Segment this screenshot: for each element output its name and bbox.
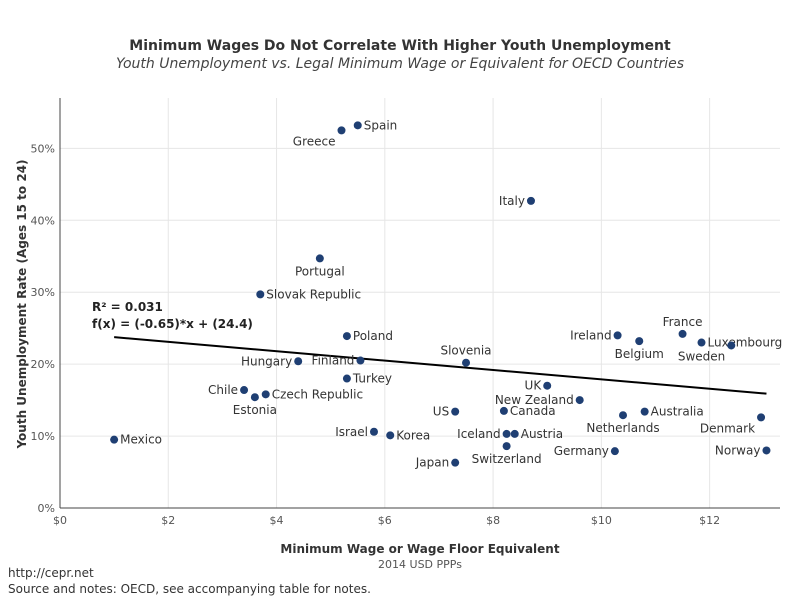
data-point-label: Slovak Republic [266, 287, 361, 301]
data-point-label: Belgium [615, 347, 664, 361]
data-point [499, 406, 508, 415]
x-tick-label: $4 [270, 514, 284, 527]
data-point [635, 337, 644, 346]
data-point-label: Iceland [457, 427, 500, 441]
data-point-label: Estonia [233, 403, 277, 417]
y-axis-title: Youth Unemployment Rate (Ages 15 to 24) [15, 159, 29, 449]
y-tick-label: 20% [31, 358, 55, 371]
regression-equation-annotation: f(x) = (-0.65)*x + (24.4) [92, 317, 253, 331]
data-point [250, 393, 259, 402]
x-axis-subtitle: 2014 USD PPPs [378, 558, 462, 571]
data-point [757, 413, 766, 422]
chart-subtitle: Youth Unemployment vs. Legal Minimum Wag… [116, 56, 684, 72]
data-point [697, 338, 706, 347]
data-point-label: Norway [715, 443, 761, 457]
y-tick-label: 0% [38, 502, 55, 515]
data-point [678, 329, 687, 338]
data-point [261, 390, 270, 399]
data-point-label: Chile [208, 383, 238, 397]
source-notes: Source and notes: OECD, see accompanying… [8, 582, 371, 596]
data-point [451, 458, 460, 467]
data-point-label: New Zealand [495, 393, 574, 407]
data-point [762, 446, 771, 455]
x-axis-title: Minimum Wage or Wage Floor Equivalent [280, 542, 559, 556]
data-point [502, 442, 511, 451]
data-point [342, 332, 351, 341]
y-tick-label: 30% [31, 286, 55, 299]
r-squared-annotation: R² = 0.031 [92, 300, 163, 314]
data-point-label: Netherlands [586, 421, 659, 435]
data-point-label: Israel [335, 425, 368, 439]
data-point [613, 331, 622, 340]
data-point [386, 431, 395, 440]
data-point-label: France [663, 315, 703, 329]
data-point-label: Japan [415, 456, 449, 470]
data-point [256, 290, 265, 299]
x-tick-label: $0 [53, 514, 67, 527]
data-point-label: Czech Republic [272, 387, 363, 401]
data-point-label: Switzerland [472, 452, 542, 466]
data-point [526, 196, 535, 205]
source-url[interactable]: http://cepr.net [8, 566, 94, 580]
data-point-label: Sweden [678, 349, 725, 363]
data-points: Spain Greece Italy Portugal Slovak Republic P… [110, 118, 783, 470]
data-point-label: Poland [353, 329, 393, 343]
data-point [110, 435, 119, 444]
data-point-label: Mexico [120, 433, 162, 447]
data-point-label: Luxembourg [708, 336, 783, 350]
data-point [510, 429, 519, 438]
data-point-label: Italy [499, 194, 525, 208]
data-point-label: Australia [651, 405, 704, 419]
data-point-label: Hungary [241, 354, 292, 368]
data-point-label: Denmark [700, 421, 755, 435]
y-tick-label: 10% [31, 430, 55, 443]
data-point-label: Austria [521, 427, 563, 441]
data-point-label: Slovenia [440, 344, 491, 358]
data-point [502, 429, 511, 438]
data-point-label: Turkey [352, 372, 392, 386]
data-point [240, 386, 249, 395]
data-point [575, 396, 584, 405]
data-point [337, 126, 346, 135]
data-point-label: Finland [312, 354, 355, 368]
data-point [543, 381, 552, 390]
data-point-label: US [433, 405, 449, 419]
data-point-label: Korea [396, 428, 430, 442]
data-point-label: Spain [364, 118, 398, 132]
data-point [353, 121, 362, 130]
data-point [619, 411, 628, 420]
data-point [356, 356, 365, 365]
x-tick-label: $12 [699, 514, 720, 527]
y-tick-label: 50% [31, 142, 55, 155]
data-point [369, 427, 378, 436]
y-tick-label: 40% [31, 214, 55, 227]
x-tick-label: $10 [591, 514, 612, 527]
grid [60, 98, 780, 508]
trendline [114, 336, 767, 395]
data-point [342, 374, 351, 383]
axes: 0% 10% 20% 30% 40% 50% $0 $2 $4 $6 $8 $10 $12 [31, 98, 780, 527]
data-point [315, 254, 324, 263]
scatter-chart: Minimum Wages Do Not Correlate With High… [15, 38, 783, 556]
x-tick-label: $8 [486, 514, 500, 527]
data-point [451, 407, 460, 416]
x-tick-label: $6 [378, 514, 392, 527]
data-point [727, 341, 736, 350]
data-point [640, 407, 649, 416]
trendline-segment [114, 336, 767, 395]
data-point-label: Canada [510, 404, 556, 418]
data-point [462, 358, 471, 367]
data-point-label: UK [525, 379, 543, 393]
data-point [610, 447, 619, 456]
chart-title: Minimum Wages Do Not Correlate With High… [129, 38, 671, 54]
data-point-label: Germany [554, 444, 609, 458]
data-point-label: Greece [293, 134, 336, 148]
data-point [294, 357, 303, 366]
data-point-label: Ireland [570, 328, 612, 342]
x-tick-label: $2 [161, 514, 175, 527]
data-point-label: Portugal [295, 264, 345, 278]
